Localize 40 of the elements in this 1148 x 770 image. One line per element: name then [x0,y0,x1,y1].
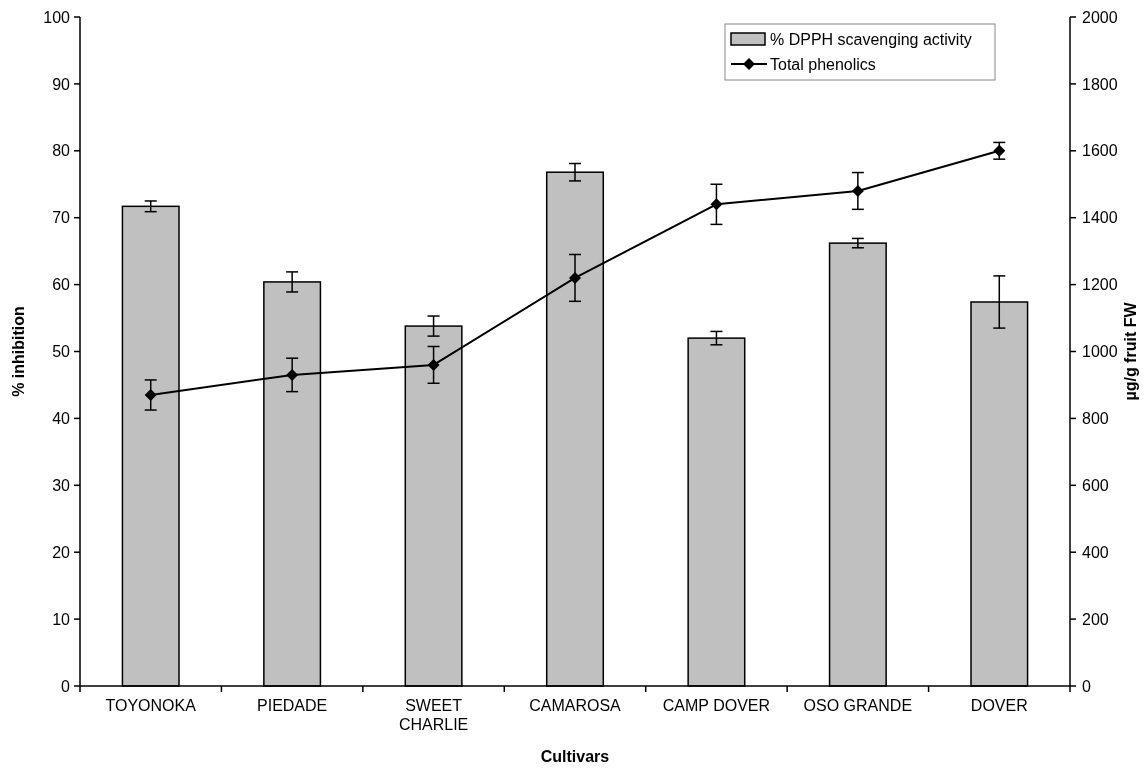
y-tick-label: 80 [52,142,71,160]
y-tick-label: 60 [52,276,71,294]
y2-tick-label: 600 [1082,476,1109,494]
x-tick-label: PIEDADE [257,697,328,714]
point [286,368,299,381]
y2-tick-label: 2000 [1082,8,1118,26]
y-tick-label: 90 [52,75,71,93]
x-tick-label: DOVER [970,697,1028,714]
x-axis-title: Cultivars [540,748,610,765]
point [851,184,864,197]
y2-tick-label: 1000 [1082,343,1118,361]
y-tick-label: 30 [52,476,71,494]
y2-tick-label: 0 [1082,677,1091,695]
x-tick-label: OSO GRANDE [803,697,913,714]
x-tick-label: TOYONOKA [105,697,197,714]
y-tick-label: 10 [52,610,71,628]
y2-tick-label: 1600 [1082,142,1118,160]
y-tick-label: 70 [52,209,71,227]
y-tick-label: 0 [61,677,71,695]
point [144,388,157,401]
y2-tick-label: 200 [1082,610,1109,628]
x-tick-label: CAMAROSA [529,697,622,714]
legend-label: % DPPH scavenging activity [770,31,972,48]
y2-tick-label: 1800 [1082,75,1118,93]
y-axis-title: % inhibition [10,306,27,397]
point [569,271,581,284]
y2-tick-label: 1400 [1082,209,1118,227]
legend-label: Total phenolics [770,56,876,73]
x-tick-label: SWEET CHARLIE [398,697,469,733]
y2-axis-title: µg/g fruit FW [1122,301,1139,401]
x-tick-label: CAMP DOVER [662,697,771,714]
y-tick-label: 100 [43,8,71,26]
y-tick-label: 20 [52,543,71,561]
y-tick-label: 50 [52,343,71,361]
y-tick-label: 40 [52,410,71,427]
y2-tick-label: 800 [1082,410,1109,427]
point [427,358,440,371]
point [710,198,723,211]
y2-tick-label: 400 [1082,543,1109,561]
y2-tick-label: 1200 [1082,276,1118,294]
